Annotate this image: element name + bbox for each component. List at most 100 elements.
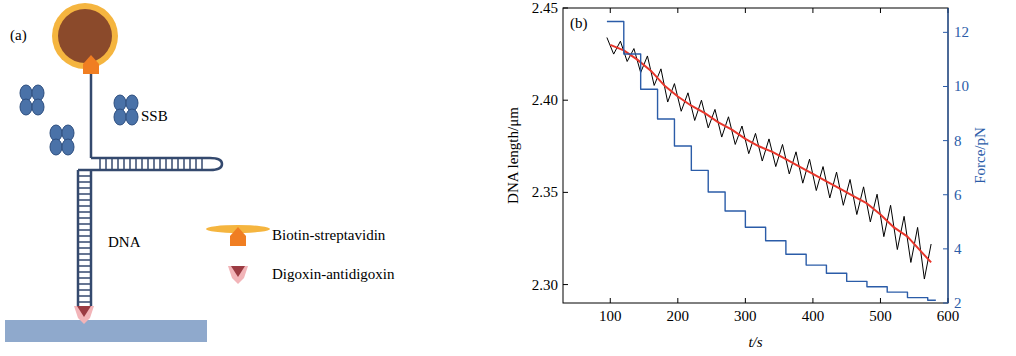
base-pair	[78, 211, 91, 213]
x-tick	[880, 298, 881, 303]
x-tick-label: 300	[734, 308, 757, 324]
base-pair	[189, 158, 191, 170]
ssb-protein	[50, 125, 74, 155]
y2-axis	[947, 8, 948, 303]
base-pair	[78, 295, 91, 297]
y-tick	[563, 8, 568, 9]
base-pair	[78, 223, 91, 225]
y-tick	[563, 100, 568, 101]
x-tick-top	[745, 8, 746, 13]
y-tick-label: 2.35	[532, 184, 558, 200]
base-pair	[111, 158, 113, 170]
y2-axis-title: Force/pN	[972, 127, 988, 184]
y2-tick	[943, 248, 948, 249]
panel-label: (b)	[570, 15, 588, 32]
y2-tick-label: 8	[954, 133, 962, 149]
base-pair	[105, 158, 107, 170]
base-pair	[117, 158, 119, 170]
base-pair	[78, 187, 91, 189]
digoxin	[231, 266, 245, 277]
base-pair	[177, 158, 179, 170]
base-pair	[78, 241, 91, 243]
base-pair	[78, 271, 91, 273]
base-pair	[135, 158, 137, 170]
antidigoxin	[228, 266, 248, 284]
dsdna-cap	[78, 169, 91, 172]
base-pair	[78, 259, 91, 261]
x-tick-label: 100	[599, 308, 622, 324]
base-pair	[153, 158, 155, 170]
plot-data	[607, 22, 936, 301]
biotin	[83, 55, 99, 74]
x-tick	[610, 298, 611, 303]
legend-label: Digoxin-antidigoxin	[272, 266, 395, 282]
bead	[58, 9, 112, 63]
x-tick-top	[812, 8, 813, 13]
y2-tick-label: 10	[954, 78, 969, 94]
base-pair	[99, 158, 101, 170]
base-pair	[78, 217, 91, 219]
length-line	[610, 45, 931, 263]
dsdna-strand	[90, 170, 93, 308]
x-tick-label: 400	[802, 308, 825, 324]
length-line	[607, 38, 931, 280]
force-line	[607, 22, 936, 301]
y2-tick-label: 2	[954, 295, 962, 311]
base-pair	[78, 235, 91, 237]
base-pair	[78, 199, 91, 201]
x-tick-top	[677, 8, 678, 13]
x-axis-title: t/s	[748, 334, 762, 350]
y-tick-label: 2.40	[532, 92, 558, 108]
dsdna-strand	[77, 170, 80, 308]
bead-coat	[52, 3, 118, 69]
base-pair	[78, 181, 91, 183]
base-pair	[78, 205, 91, 207]
x-tick	[745, 298, 746, 303]
x-tick-top	[610, 8, 611, 13]
base-pair	[78, 175, 91, 177]
biotin	[230, 227, 246, 246]
x-tick-top	[880, 8, 881, 13]
base-pair	[78, 229, 91, 231]
base-pair	[183, 158, 185, 170]
x-tick	[677, 298, 678, 303]
base-pair	[141, 158, 143, 170]
base-pair	[78, 289, 91, 291]
base-pair	[78, 193, 91, 195]
y2-tick	[943, 194, 948, 195]
hairpin	[91, 158, 222, 170]
figure: (a)SSBDNABiotin-streptavidinDigoxin-anti…	[0, 0, 1016, 356]
digoxin	[77, 306, 91, 317]
ssb-protein	[20, 85, 44, 115]
base-pair	[129, 158, 131, 170]
panel-a: (a)SSBDNABiotin-streptavidinDigoxin-anti…	[5, 3, 395, 342]
x-tick-label: 200	[667, 308, 690, 324]
surface	[5, 320, 207, 342]
base-pair	[78, 247, 91, 249]
base-pair	[78, 301, 91, 303]
base-pair	[78, 277, 91, 279]
panel-b: 1002003004005006002.302.352.402.45246810…	[505, 0, 988, 350]
legend-label: Biotin-streptavidin	[272, 227, 386, 243]
x-tick-label: 500	[869, 308, 892, 324]
dna-label: DNA	[108, 234, 141, 250]
y2-tick-label: 6	[954, 187, 962, 203]
base-pair	[171, 158, 173, 170]
antidigoxin	[74, 306, 94, 324]
y2-tick	[943, 32, 948, 33]
y-tick	[563, 284, 568, 285]
base-pair	[78, 283, 91, 285]
base-pair	[165, 158, 167, 170]
y2-tick-label: 12	[954, 24, 969, 40]
base-pair	[201, 158, 203, 170]
y-tick-label: 2.45	[532, 0, 558, 16]
panel-label: (a)	[10, 27, 27, 44]
base-pair	[123, 158, 125, 170]
base-pair	[159, 158, 161, 170]
ssdna	[90, 74, 93, 158]
ssb-protein	[114, 95, 138, 125]
y2-tick-label: 4	[954, 241, 962, 257]
y2-tick	[943, 140, 948, 141]
base-pair	[195, 158, 197, 170]
plot-frame	[563, 8, 948, 303]
